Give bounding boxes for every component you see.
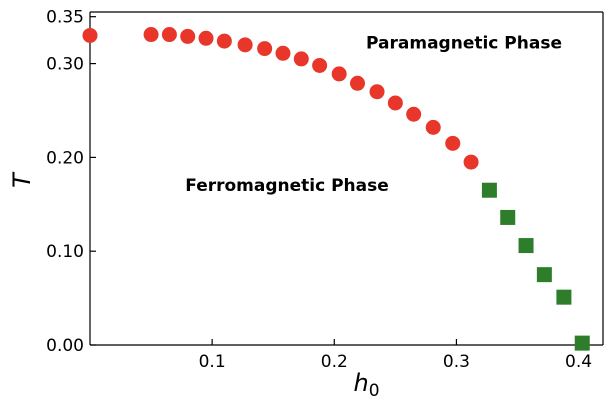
- x-axis-label-main: h: [353, 369, 368, 397]
- x-axis-label: h0: [353, 369, 379, 398]
- data-point-circle: [463, 154, 479, 170]
- data-point-circle: [198, 30, 214, 46]
- data-markers: [82, 27, 590, 351]
- data-point-circle: [293, 51, 309, 67]
- data-point-circle: [331, 66, 347, 82]
- y-tick-label: 0.00: [46, 336, 84, 356]
- plot-frame: [89, 11, 604, 346]
- data-point-circle: [257, 41, 273, 57]
- y-tick-label: 0.30: [46, 55, 84, 75]
- data-point-square: [574, 335, 590, 351]
- y-axis-label: T: [8, 171, 36, 188]
- x-tick-label: 0.1: [199, 352, 226, 372]
- data-point-circle: [275, 45, 291, 61]
- data-point-circle: [349, 75, 365, 91]
- x-tick-label: 0.4: [565, 352, 592, 372]
- x-tick-label: 0.3: [443, 352, 470, 372]
- phase-annotations: Paramagnetic Phase Ferromagnetic Phase: [185, 34, 562, 197]
- x-axis: 0.1 0.2 0.3 0.4: [199, 339, 592, 372]
- data-point-circle: [445, 135, 461, 151]
- y-tick-label: 0.10: [46, 242, 84, 262]
- y-tick-label: 0.35: [46, 8, 84, 28]
- phase-label: Ferromagnetic Phase: [185, 176, 389, 196]
- data-point-square: [500, 209, 516, 225]
- y-axis: 0.00 0.10 0.20 0.30 0.35: [46, 8, 96, 356]
- data-point-circle: [216, 33, 232, 49]
- data-point-circle: [161, 27, 177, 43]
- data-point-square: [556, 289, 572, 305]
- data-point-circle: [387, 95, 403, 111]
- data-point-circle: [180, 28, 196, 44]
- y-tick-label: 0.20: [46, 148, 84, 168]
- data-point-circle: [369, 84, 385, 100]
- data-point-circle: [237, 37, 253, 53]
- data-point-circle: [143, 27, 159, 43]
- data-point-circle: [82, 27, 98, 43]
- phase-label: Paramagnetic Phase: [366, 34, 562, 54]
- data-point-circle: [312, 57, 328, 73]
- data-point-square: [481, 182, 497, 198]
- data-point-square: [518, 238, 534, 254]
- data-point-circle: [406, 106, 422, 122]
- x-axis-label-subscript: 0: [369, 381, 380, 398]
- x-tick-label: 0.2: [321, 352, 348, 372]
- data-point-square: [536, 267, 552, 283]
- data-point-circle: [425, 119, 441, 135]
